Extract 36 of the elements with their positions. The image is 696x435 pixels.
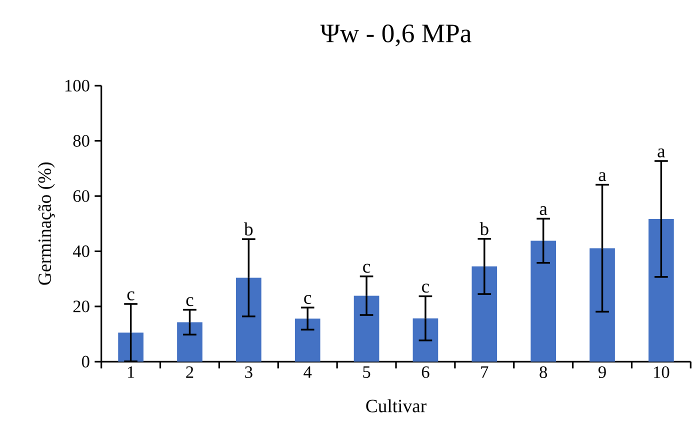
chart-title: Ψw - 0,6 MPa <box>320 24 472 46</box>
bar <box>177 322 202 362</box>
x-tick-label: 10 <box>654 366 670 378</box>
y-axis-title: Germinação (%) <box>38 162 55 285</box>
annotation: b <box>244 222 253 236</box>
x-tick-label: 1 <box>128 366 134 378</box>
bar <box>236 278 262 362</box>
x-tick-label: 8 <box>540 366 548 378</box>
x-axis-title: Cultivar <box>366 399 426 412</box>
y-tick-label: 20 <box>73 300 90 312</box>
annotation: c <box>363 264 370 273</box>
x-tick-label: 7 <box>481 366 488 378</box>
annotation: c <box>186 297 194 306</box>
y-tick-label: 100 <box>65 80 90 92</box>
y-tick-label: 0 <box>82 356 90 368</box>
y-tick-label: 80 <box>73 135 90 147</box>
y-tick-label: 40 <box>72 245 90 258</box>
x-tick-label: 3 <box>245 366 252 378</box>
x-tick-label: 5 <box>363 366 370 378</box>
x-tick-label: 9 <box>598 366 606 378</box>
annotation: b <box>480 222 488 236</box>
bar <box>354 296 380 362</box>
annotation: c <box>127 291 134 300</box>
bar <box>530 240 556 362</box>
y-tick-label: 60 <box>73 190 90 202</box>
x-tick-label: 4 <box>304 366 312 378</box>
bar <box>648 218 674 362</box>
annotation: a <box>658 148 666 158</box>
annotation: a <box>598 172 606 182</box>
annotation: a <box>540 206 548 216</box>
annotation: c <box>422 284 430 293</box>
annotation: c <box>304 294 312 304</box>
x-tick-label: 2 <box>186 366 194 378</box>
bar <box>472 266 498 362</box>
x-tick-label: 6 <box>422 366 430 378</box>
bar <box>294 318 320 362</box>
